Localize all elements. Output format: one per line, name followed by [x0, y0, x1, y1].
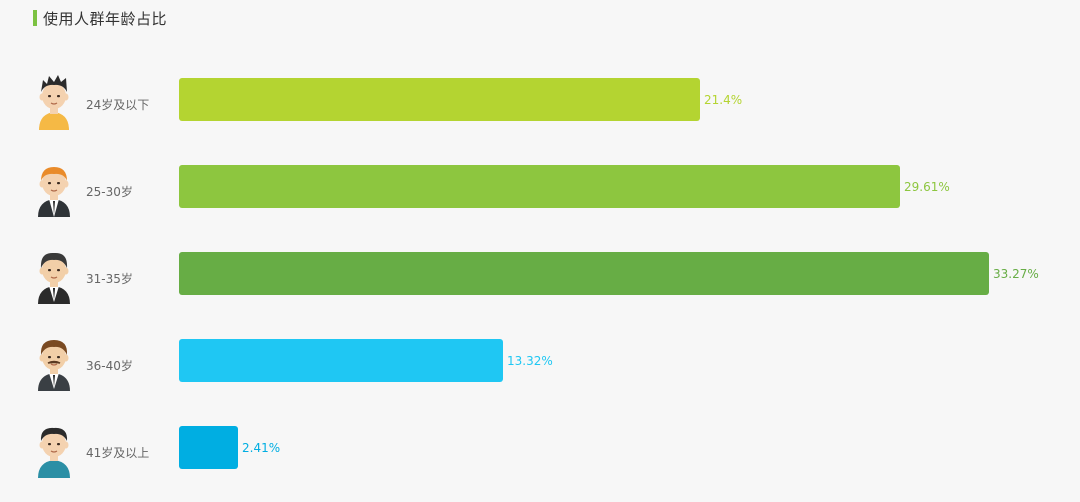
value-label: 29.61% — [904, 180, 950, 194]
bar — [179, 339, 503, 382]
man-mustache-suit-icon — [33, 329, 75, 391]
category-label: 31-35岁 — [86, 272, 133, 286]
bar-row: 36-40岁 13.32% — [0, 317, 1080, 404]
chart-title: 使用人群年龄占比 — [43, 9, 168, 28]
boy-yellow-shirt-icon — [33, 68, 75, 130]
bar — [179, 78, 700, 121]
bar — [179, 165, 900, 208]
title-accent-bar — [33, 10, 37, 26]
category-label: 24岁及以下 — [86, 98, 150, 112]
bar — [179, 252, 989, 295]
bar-row: 25-30岁 29.61% — [0, 143, 1080, 230]
title-block: 使用人群年龄占比 — [33, 8, 167, 28]
man-teal-shirt-icon — [33, 416, 75, 478]
value-label: 21.4% — [704, 93, 743, 107]
bar — [179, 426, 238, 469]
bar-row: 31-35岁 33.27% — [0, 230, 1080, 317]
value-label: 2.41% — [242, 441, 281, 455]
category-label: 41岁及以上 — [86, 446, 150, 460]
category-label: 25-30岁 — [86, 185, 133, 199]
man-black-suit-icon — [33, 242, 75, 304]
value-label: 33.27% — [993, 267, 1039, 281]
category-label: 36-40岁 — [86, 359, 133, 373]
bar-row: 41岁及以上 2.41% — [0, 404, 1080, 491]
bar-row: 24岁及以下 21.4% — [0, 56, 1080, 143]
value-label: 13.32% — [507, 354, 553, 368]
man-orange-hair-suit-icon — [33, 155, 75, 217]
